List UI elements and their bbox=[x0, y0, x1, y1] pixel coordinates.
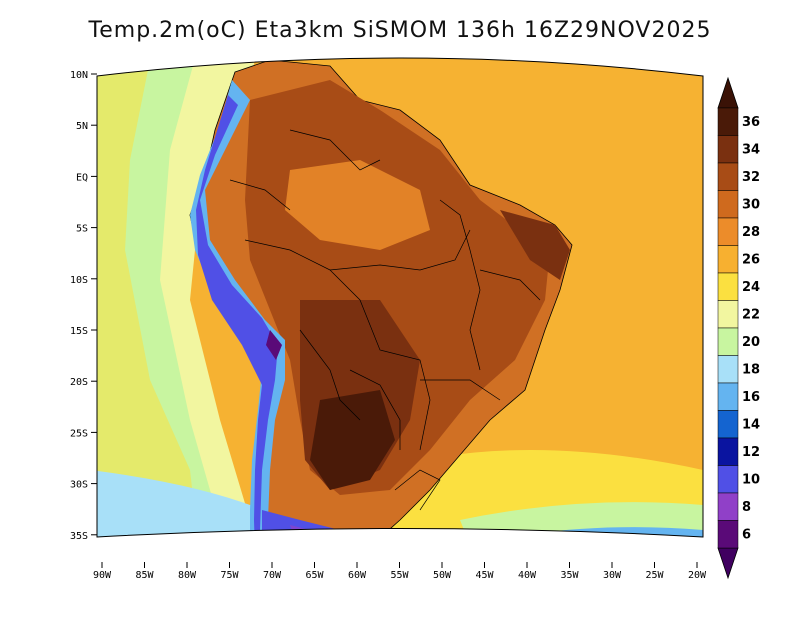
colorbar-block bbox=[717, 107, 739, 136]
colorbar-label: 12 bbox=[742, 445, 760, 460]
andes-coldest-band bbox=[196, 95, 278, 537]
colorbar-block bbox=[717, 162, 739, 191]
lon-tick-label: 75W bbox=[220, 570, 239, 581]
colorbar-block bbox=[717, 492, 739, 521]
colorbar-block bbox=[717, 327, 739, 356]
colorbar-block bbox=[717, 437, 739, 466]
colorbar-block bbox=[717, 272, 739, 301]
lon-tick-label: 45W bbox=[475, 570, 494, 581]
border-brazil-states-1 bbox=[439, 199, 481, 371]
border-brazil-north bbox=[244, 229, 471, 271]
lon-tick-label: 80W bbox=[178, 570, 197, 581]
lat-tick-label: EQ bbox=[76, 172, 88, 183]
lat-tick-label: 35S bbox=[70, 531, 88, 542]
colorbar-label: 18 bbox=[742, 362, 760, 377]
map-panel bbox=[97, 58, 703, 537]
lat-tick-label: 30S bbox=[70, 480, 88, 491]
lon-tick-label: 35W bbox=[560, 570, 579, 581]
map-title: Temp.2m(oC) Eta3km SiSMOM 136h 16Z29NOV2… bbox=[88, 18, 712, 43]
colorbar-blocks bbox=[717, 107, 739, 549]
colorbar-label: 20 bbox=[742, 335, 760, 350]
lon-tick-label: 65W bbox=[305, 570, 324, 581]
colorbar-label: 10 bbox=[742, 472, 760, 487]
colorbar-label: 30 bbox=[742, 197, 760, 212]
colorbar-block bbox=[717, 520, 739, 549]
colorbar-block bbox=[717, 245, 739, 274]
border-brazil-states-3 bbox=[420, 379, 501, 401]
border-paraguay bbox=[349, 369, 401, 450]
lon-tick-label: 55W bbox=[390, 570, 409, 581]
colorbar-bottom-arrow bbox=[717, 547, 739, 580]
colorbar-block bbox=[717, 135, 739, 164]
lat-tick-label: 25S bbox=[70, 428, 88, 439]
colorbar-label: 36 bbox=[742, 115, 760, 130]
lat-tick-label: 5N bbox=[76, 121, 88, 132]
border-bolivia-brazil bbox=[329, 269, 431, 451]
colorbar-labels: 36 34 32 30 28 26 24 22 20 18 16 14 12 10 8 6 bbox=[742, 115, 760, 543]
altiplano-cold-core bbox=[266, 330, 282, 360]
colorbar-label: 32 bbox=[742, 170, 760, 185]
lon-tick-label: 60W bbox=[348, 570, 367, 581]
lon-tick-label: 90W bbox=[93, 570, 112, 581]
lon-tick-label: 40W bbox=[518, 570, 537, 581]
longitude-axis: 90W 85W 80W 75W 70W 65W 60W 55W 50W 45W 40W 35W 30W 2… bbox=[93, 562, 707, 581]
colorbar-block bbox=[717, 410, 739, 439]
border-venezuela bbox=[289, 129, 381, 171]
lon-tick-label: 70W bbox=[263, 570, 282, 581]
border-uruguay bbox=[394, 469, 441, 511]
colorbar-label: 6 bbox=[742, 527, 751, 542]
colorbar-block bbox=[717, 382, 739, 411]
colorbar-label: 26 bbox=[742, 252, 760, 267]
colorbar-block bbox=[717, 300, 739, 329]
lon-tick-label: 50W bbox=[433, 570, 452, 581]
colorbar-label: 8 bbox=[742, 500, 751, 515]
colorbar-label: 14 bbox=[742, 417, 760, 432]
lon-tick-label: 20W bbox=[688, 570, 707, 581]
lat-tick-label: 10S bbox=[70, 275, 88, 286]
lon-tick-label: 25W bbox=[645, 570, 664, 581]
map-frame bbox=[96, 57, 704, 538]
latitude-axis: 10N 5N EQ 5S 10S 15S 20S 25S 30S 35S bbox=[70, 70, 97, 542]
border-bolivia-argentina bbox=[299, 329, 361, 421]
lon-tick-label: 30W bbox=[603, 570, 622, 581]
south-pacific-cold-band bbox=[97, 470, 360, 537]
colorbar-label: 28 bbox=[742, 225, 760, 240]
colorbar-block bbox=[717, 355, 739, 384]
border-brazil-states-2 bbox=[479, 269, 541, 301]
border-colombia-peru bbox=[229, 179, 291, 211]
amazon-mild-zone bbox=[285, 160, 430, 250]
lat-tick-label: 15S bbox=[70, 326, 88, 337]
lat-tick-label: 20S bbox=[70, 377, 88, 388]
colorbar-label: 34 bbox=[742, 142, 760, 157]
colorbar-top-arrow bbox=[717, 76, 739, 109]
colorbar-label: 24 bbox=[742, 280, 760, 295]
lon-tick-label: 85W bbox=[135, 570, 154, 581]
pacific-mid-zone bbox=[97, 60, 200, 537]
northeast-hot-zone bbox=[500, 210, 570, 280]
chaco-extreme-heat bbox=[310, 390, 395, 490]
colorbar-block bbox=[717, 217, 739, 246]
colorbar-block bbox=[717, 190, 739, 219]
colorbar-label: 16 bbox=[742, 390, 760, 405]
country-borders bbox=[229, 129, 541, 511]
lat-tick-label: 5S bbox=[76, 224, 88, 235]
colorbar-block bbox=[717, 465, 739, 494]
lat-tick-label: 10N bbox=[70, 70, 88, 81]
colorbar-label: 22 bbox=[742, 307, 760, 322]
colorbar: 36 34 32 30 28 26 24 22 20 18 16 14 12 10 8 6 bbox=[717, 76, 760, 580]
